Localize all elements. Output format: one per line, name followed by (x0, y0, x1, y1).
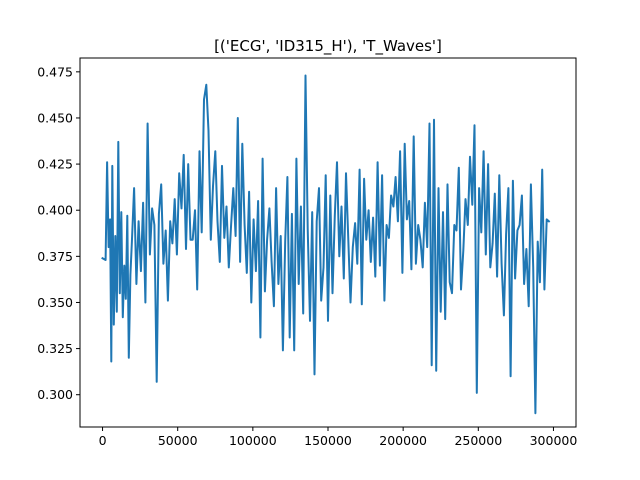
x-tick-label: 100000 (229, 433, 277, 448)
x-axis: 0 50000 100000 150000 200000 250000 300000 (99, 427, 578, 448)
plot-area (101, 74, 551, 415)
x-tick-label: 150000 (304, 433, 352, 448)
series-line-t-waves (101, 74, 551, 415)
x-tick-label: 250000 (454, 433, 502, 448)
x-tick-label: 300000 (530, 433, 578, 448)
y-tick-label: 0.400 (37, 203, 73, 218)
y-tick-label: 0.425 (37, 157, 73, 172)
y-tick-label: 0.475 (37, 64, 73, 79)
axes-frame (79, 57, 577, 428)
x-tick-label: 50000 (158, 433, 198, 448)
y-tick-label: 0.300 (37, 387, 73, 402)
y-tick-label: 0.450 (37, 110, 73, 125)
y-tick-label: 0.325 (37, 341, 73, 356)
y-tick-label: 0.375 (37, 249, 73, 264)
x-tick-label: 0 (99, 433, 107, 448)
chart-title: [('ECG', 'ID315_H'), 'T_Waves'] (214, 37, 442, 56)
x-tick-label: 200000 (379, 433, 427, 448)
y-axis: 0.300 0.325 0.350 0.375 0.400 0.425 0.450 0.475 (37, 64, 80, 402)
y-tick-label: 0.350 (37, 295, 73, 310)
